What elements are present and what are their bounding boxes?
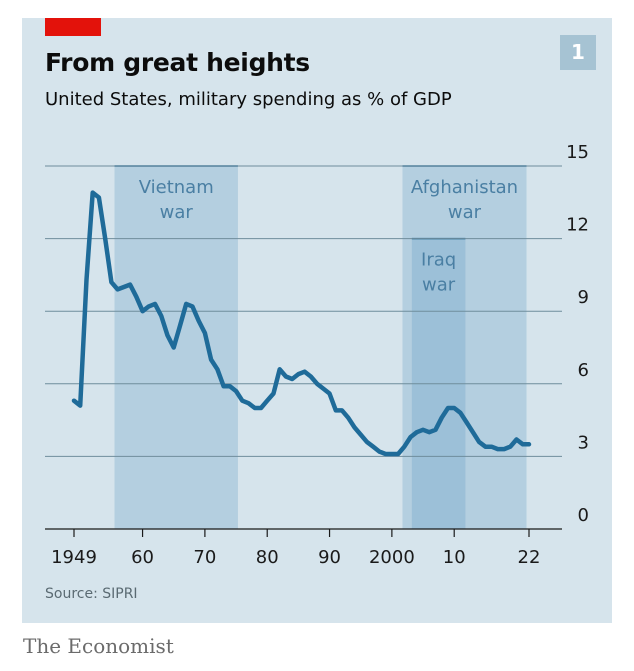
shaded-period-label: Iraq — [421, 250, 456, 271]
x-tick-label: 60 — [131, 547, 154, 568]
y-tick-label: 3 — [578, 432, 589, 453]
source-note: Source: SIPRI — [45, 586, 138, 602]
x-tick-label: 22 — [518, 547, 541, 568]
x-tick-label: 10 — [443, 547, 466, 568]
y-tick-label: 9 — [578, 287, 589, 308]
y-tick-label: 12 — [566, 215, 589, 236]
shaded-period-label: Afghanistan — [411, 177, 518, 198]
shaded-period-label: war — [160, 202, 194, 223]
chart-subtitle: United States, military spending as % of… — [45, 89, 452, 110]
x-tick-label: 2000 — [369, 547, 415, 568]
y-tick-label: 6 — [578, 360, 589, 381]
y-tick-label: 15 — [566, 142, 589, 163]
shaded-period-label: war — [448, 202, 482, 223]
x-tick-label: 1949 — [51, 547, 97, 568]
publisher-name: The Economist — [23, 634, 174, 658]
brand-red-tag — [45, 18, 101, 36]
y-tick-label: 0 — [578, 505, 589, 526]
chart-number-badge: 1 — [560, 35, 596, 70]
x-tick-label: 80 — [256, 547, 279, 568]
shaded-period-label: war — [422, 275, 456, 296]
shaded-period-0 — [114, 166, 238, 529]
chart-title: From great heights — [45, 48, 310, 77]
series-line-0 — [71, 190, 532, 457]
shaded-period-label: Vietnam — [139, 177, 214, 198]
x-tick-label: 70 — [193, 547, 216, 568]
x-tick-label: 90 — [318, 547, 341, 568]
